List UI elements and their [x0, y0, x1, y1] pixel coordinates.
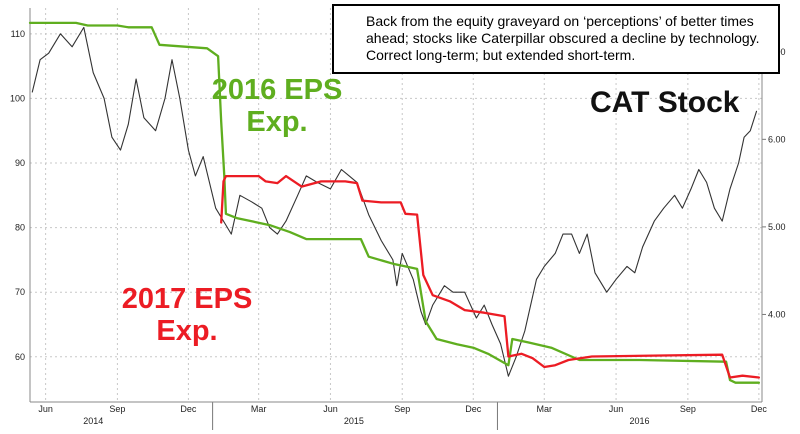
eps-2017-label: 2017 EPS Exp.: [96, 283, 278, 348]
year-tick-label: 2014: [83, 416, 103, 426]
month-tick-label: Dec: [751, 404, 768, 414]
right-tick-label: 6.00: [768, 134, 786, 144]
left-tick-label: 80: [15, 223, 25, 233]
left-tick-label: 60: [15, 352, 25, 362]
left-tick-label: 100: [10, 93, 25, 103]
left-tick-label: 110: [11, 29, 25, 39]
cat-stock-label: CAT Stock: [590, 86, 740, 119]
month-tick-label: Sep: [394, 404, 410, 414]
eps-2017-line: [220, 174, 761, 379]
month-tick-label: Mar: [251, 404, 267, 414]
left-tick-label: 90: [15, 158, 25, 168]
month-tick-label: Dec: [465, 404, 482, 414]
commentary-callout: Back from the equity graveyard on ‘perce…: [332, 4, 780, 74]
month-tick-label: Mar: [537, 404, 553, 414]
left-tick-label: 70: [15, 287, 25, 297]
eps-2016-line: [28, 21, 761, 384]
axes: 60 70 80 90 100 110 Jun Sep Dec Mar Jun Sep Dec Mar Ju…: [10, 8, 786, 430]
eps-2016-label-line-1: 2016 EPS: [211, 74, 343, 106]
eps-2016-label-line-2: Exp.: [246, 106, 308, 139]
month-tick-label: Jun: [38, 404, 53, 414]
right-tick-label: 4.00: [768, 309, 786, 319]
month-tick-label: Sep: [680, 404, 696, 414]
right-tick-label: 5.00: [768, 222, 786, 232]
callout-text: Back from the equity graveyard on ‘perce…: [366, 13, 760, 63]
year-tick-label: 2016: [629, 416, 649, 426]
year-tick-label: 2015: [344, 416, 364, 426]
eps-2016-label: 2016 EPS Exp.: [198, 74, 356, 139]
month-tick-label: Jun: [323, 404, 338, 414]
month-tick-label: Jun: [609, 404, 624, 414]
eps-2017-label-line-2: Exp.: [156, 315, 218, 348]
month-tick-label: Dec: [180, 404, 197, 414]
month-tick-label: Sep: [109, 404, 125, 414]
series-lines: [28, 21, 761, 384]
eps-2017-label-line-1: 2017 EPS: [121, 283, 253, 315]
